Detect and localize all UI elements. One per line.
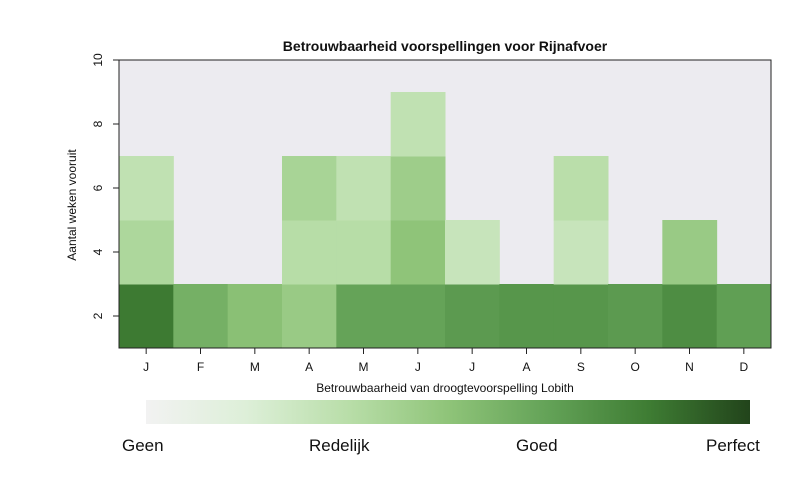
x-tick-label: F xyxy=(197,360,204,374)
plot-frame xyxy=(118,59,772,349)
heatmap-cell xyxy=(119,220,174,285)
colorbar-title: Betrouwbaarheid van droogtevoorspelling … xyxy=(316,381,574,395)
x-tick-label: S xyxy=(577,360,585,374)
heatmap-cell xyxy=(336,156,392,221)
scale-label-redelijk: Redelijk xyxy=(309,436,370,455)
heatmap-cell xyxy=(499,284,555,349)
chart-title: Betrouwbaarheid voorspellingen voor Rijn… xyxy=(283,38,608,54)
y-tick-label: 10 xyxy=(91,53,105,67)
x-tick-label: O xyxy=(630,360,639,374)
heatmap-cell xyxy=(119,284,174,349)
heatmap-cell xyxy=(282,220,337,285)
x-tick-label: M xyxy=(250,360,260,374)
heatmap-cell xyxy=(336,220,392,285)
x-tick-label: M xyxy=(359,360,369,374)
heatmap-cell xyxy=(608,284,663,349)
heatmap-cell xyxy=(553,220,609,285)
heatmap-cell xyxy=(390,284,446,349)
x-tick-label: A xyxy=(305,360,313,374)
y-tick-label: 6 xyxy=(91,184,105,191)
scale-label-geen: Geen xyxy=(122,436,164,455)
scale-label-goed: Goed xyxy=(516,436,558,455)
x-tick-label: J xyxy=(143,360,149,374)
heatmap-cell xyxy=(662,220,718,285)
heatmap-cell xyxy=(119,156,174,221)
y-tick-label: 2 xyxy=(91,312,105,319)
x-tick-label: J xyxy=(415,360,421,374)
heatmap-cell xyxy=(336,284,392,349)
heatmap-cell xyxy=(553,156,609,221)
heatmap-cell xyxy=(282,284,337,349)
y-tick-label: 8 xyxy=(91,120,105,127)
y-axis-label: Aantal weken vooruit xyxy=(65,149,79,261)
y-tick-label: 4 xyxy=(91,248,105,255)
heatmap-cell xyxy=(173,284,229,349)
heatmap-cell xyxy=(282,156,337,221)
heatmap-cell xyxy=(390,220,446,285)
heatmap-cell xyxy=(662,284,718,349)
heatmap-cell xyxy=(445,220,500,285)
x-tick-label: A xyxy=(522,360,530,374)
heatmap-cell xyxy=(553,284,609,349)
heatmap-cell xyxy=(716,284,772,349)
heatmap-cell xyxy=(445,284,500,349)
heatmap-cell xyxy=(390,92,446,157)
heatmap-cell xyxy=(227,284,283,349)
x-tick-label: D xyxy=(739,360,748,374)
colorbar xyxy=(146,400,750,424)
scale-label-perfect: Perfect xyxy=(706,436,760,455)
heatmap-cell xyxy=(390,156,446,221)
x-tick-label: J xyxy=(469,360,475,374)
x-tick-label: N xyxy=(685,360,694,374)
